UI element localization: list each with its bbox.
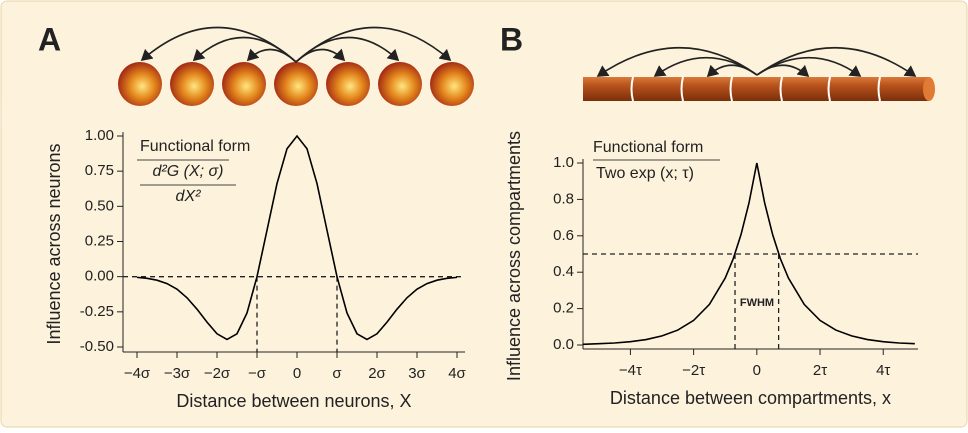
x-tick-label: 2σ bbox=[368, 365, 386, 382]
x-tick-label: 0 bbox=[753, 362, 761, 379]
y-axis-label: Influence across compartments bbox=[504, 131, 524, 381]
x-tick-label: −4σ bbox=[124, 365, 151, 382]
annotation: FWHM bbox=[740, 297, 774, 309]
y-tick-label: 0.25 bbox=[85, 232, 114, 249]
y-tick-label: 0.6 bbox=[553, 227, 574, 244]
curve bbox=[136, 134, 458, 341]
y-tick-label: 0.50 bbox=[85, 197, 114, 214]
y-tick-label: 0.8 bbox=[553, 190, 574, 207]
x-tick-label: −3σ bbox=[164, 365, 191, 382]
x-tick-label: −2σ bbox=[204, 365, 231, 382]
x-tick-label: σ bbox=[332, 365, 342, 382]
dendrite-illustration bbox=[583, 46, 935, 102]
y-tick-label: 0.75 bbox=[85, 162, 114, 179]
annotation: Functional form bbox=[140, 138, 250, 155]
y-tick-label: 0.4 bbox=[553, 263, 574, 280]
y-tick-label: 0.00 bbox=[85, 268, 114, 285]
y-tick-label: 1.0 bbox=[553, 154, 574, 171]
y-axis-label: Influence across neurons bbox=[44, 143, 64, 344]
x-tick-label: −4τ bbox=[619, 362, 642, 379]
x-tick-label: 0 bbox=[293, 365, 301, 382]
y-tick-label: -0.50 bbox=[80, 338, 114, 355]
annotation: d²G (X; σ) bbox=[153, 163, 224, 180]
x-tick-label: 4τ bbox=[876, 362, 890, 379]
neuron-illustration bbox=[118, 26, 474, 106]
annotation: dX² bbox=[176, 188, 202, 205]
x-axis-label: Distance between neurons, X bbox=[176, 391, 411, 411]
y-tick-label: -0.25 bbox=[80, 303, 114, 320]
y-tick-label: 1.00 bbox=[85, 127, 114, 144]
x-tick-label: −σ bbox=[248, 365, 267, 382]
x-tick-label: 4σ bbox=[448, 365, 466, 382]
x-tick-label: 2τ bbox=[813, 362, 827, 379]
y-tick-label: 0.2 bbox=[553, 300, 574, 317]
x-tick-label: −2τ bbox=[682, 362, 705, 379]
x-axis-label: Distance between compartments, x bbox=[610, 388, 891, 408]
y-tick-label: 0.0 bbox=[553, 336, 574, 353]
annotation: Two exp (x; τ) bbox=[596, 165, 694, 182]
x-tick-label: 3σ bbox=[408, 365, 426, 382]
annotation: Functional form bbox=[593, 139, 703, 156]
panel-letter: A bbox=[38, 21, 61, 57]
curve bbox=[582, 162, 915, 346]
panel-letter: B bbox=[500, 21, 523, 57]
